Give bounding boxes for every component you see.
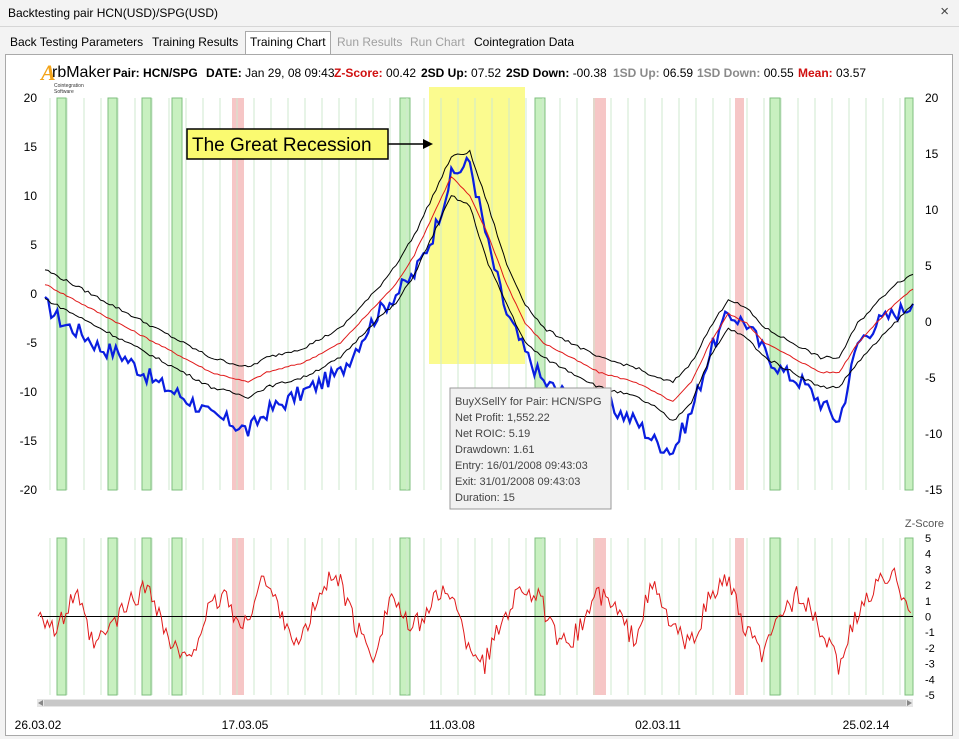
tab-run-results: Run Results [337,35,403,49]
zscore-tick-label: 3 [925,564,931,576]
tooltip-line: Exit: 31/01/2008 09:43:03 [455,476,580,488]
annotation-group: The Great Recession [186,128,433,160]
header-2sd-up: 2SD Up: 07.52 [421,66,502,80]
tab-cointegration-data[interactable]: Cointegration Data [474,35,575,49]
trade-band-win [399,97,411,491]
trade-tooltip: BuyXSellY for Pair: HCN/SPG Net Profit: … [449,387,612,510]
header-pair: Pair: HCN/SPG [113,66,198,80]
zscore-tick-label: -2 [925,643,935,655]
zscore-tick-label: -1 [925,627,935,639]
trade-band-loss [735,98,744,490]
header-2sd-down: 2SD Down: -00.38 [506,66,607,80]
logo-subtitle: Cointegration Software [54,83,84,95]
y-right-tick-label: 15 [925,147,939,161]
x-tick-label: 02.03.11 [635,718,681,732]
header-zscore: Z-Score: 00.42 [334,66,417,80]
tab-training-results[interactable]: Training Results [152,35,239,49]
trade-band-win [904,97,914,491]
logo-text: rbMaker [52,64,111,81]
tooltip-line: Net Profit: 1,552.22 [455,412,550,424]
tooltip-line: BuyXSellY for Pair: HCN/SPG [455,396,602,408]
y-left-tick-label: -5 [26,336,37,350]
zscore-axis-label: Z-Score [905,518,944,530]
trade-band-win [769,97,781,491]
mean-series-line [44,176,914,402]
header-1sd-down: 1SD Down: 00.55 [697,66,794,80]
trade-band-win [107,97,118,491]
tooltip-line: Net ROIC: 5.19 [455,428,530,440]
y-right-tick-label: 5 [925,259,932,273]
close-icon[interactable]: × [940,3,949,20]
horizontal-scrollbar [37,699,913,707]
trade-band-loss [232,98,244,490]
y-left-tick-label: 20 [24,91,38,105]
y-left-tick-label: 0 [30,287,37,301]
lower-band-series-line [44,195,914,421]
trade-band-win [171,97,183,491]
y-right-tick-label: 20 [925,91,939,105]
title-bar: Backtesting pair HCN(USD)/SPG(USD) × [0,0,959,27]
header-mean: Mean: 03.57 [798,66,867,80]
tab-back-testing-parameters[interactable]: Back Testing Parameters [10,35,144,49]
zscore-tick-label: -4 [925,674,935,686]
zscore-tick-label: 4 [925,549,931,561]
zscore-tick-label: 1 [925,596,931,608]
upper-band-series-line [44,149,914,384]
zscore-series-line [37,567,912,675]
spread-series-line [44,155,915,456]
scrollbar-thumb[interactable] [44,700,906,706]
y-left-tick-label: 10 [24,189,38,203]
y-left-tick-label: -15 [20,434,38,448]
zscore-tick-label: 0 [925,612,931,624]
y-right-tick-label: -15 [925,483,943,497]
y-right-tick-label: 0 [925,315,932,329]
y-left-tick-label: -10 [20,385,38,399]
y-left-tick-label: 5 [30,238,37,252]
tab-training-chart[interactable]: Training Chart [245,31,331,54]
trade-band-win [56,97,67,491]
x-tick-label: 11.03.08 [429,718,475,732]
zscore-tick-label: 2 [925,580,931,592]
scroll-right-icon[interactable] [907,700,912,706]
window-title: Backtesting pair HCN(USD)/SPG(USD) [8,6,219,20]
trade-band-win [141,97,152,491]
x-tick-label: 17.03.05 [222,718,269,732]
scroll-left-icon[interactable] [38,700,43,706]
y-right-tick-label: -5 [925,371,936,385]
tooltip-box [449,387,612,510]
annotation-text: The Great Recession [192,135,372,156]
header-1sd-up: 1SD Up: 06.59 [613,66,694,80]
chart-axes: 20151050-5-10-15-2020151050-5-10-15Z-Sco… [15,91,944,732]
logo-letter: A [41,60,56,85]
zscore-tick-label: -5 [925,690,935,702]
y-right-tick-label: -10 [925,427,943,441]
tooltip-line: Entry: 16/01/2008 09:43:03 [455,460,588,472]
y-left-tick-label: 15 [24,140,38,154]
annotation-arrowhead [423,139,433,149]
chart-series [37,149,915,675]
great-recession-highlight [429,87,525,364]
x-tick-label: 26.03.02 [15,718,62,732]
header-date: DATE: Jan 29, 08 09:43 [206,66,335,80]
y-left-tick-label: -20 [20,483,38,497]
y-right-tick-label: 10 [925,203,939,217]
tab-run-chart: Run Chart [410,35,465,49]
tooltip-line: Duration: 15 [455,492,515,504]
zscore-tick-label: 5 [925,533,931,545]
x-tick-label: 25.02.14 [843,718,890,732]
tooltip-line: Drawdown: 1.61 [455,444,535,456]
zscore-tick-label: -3 [925,659,935,671]
